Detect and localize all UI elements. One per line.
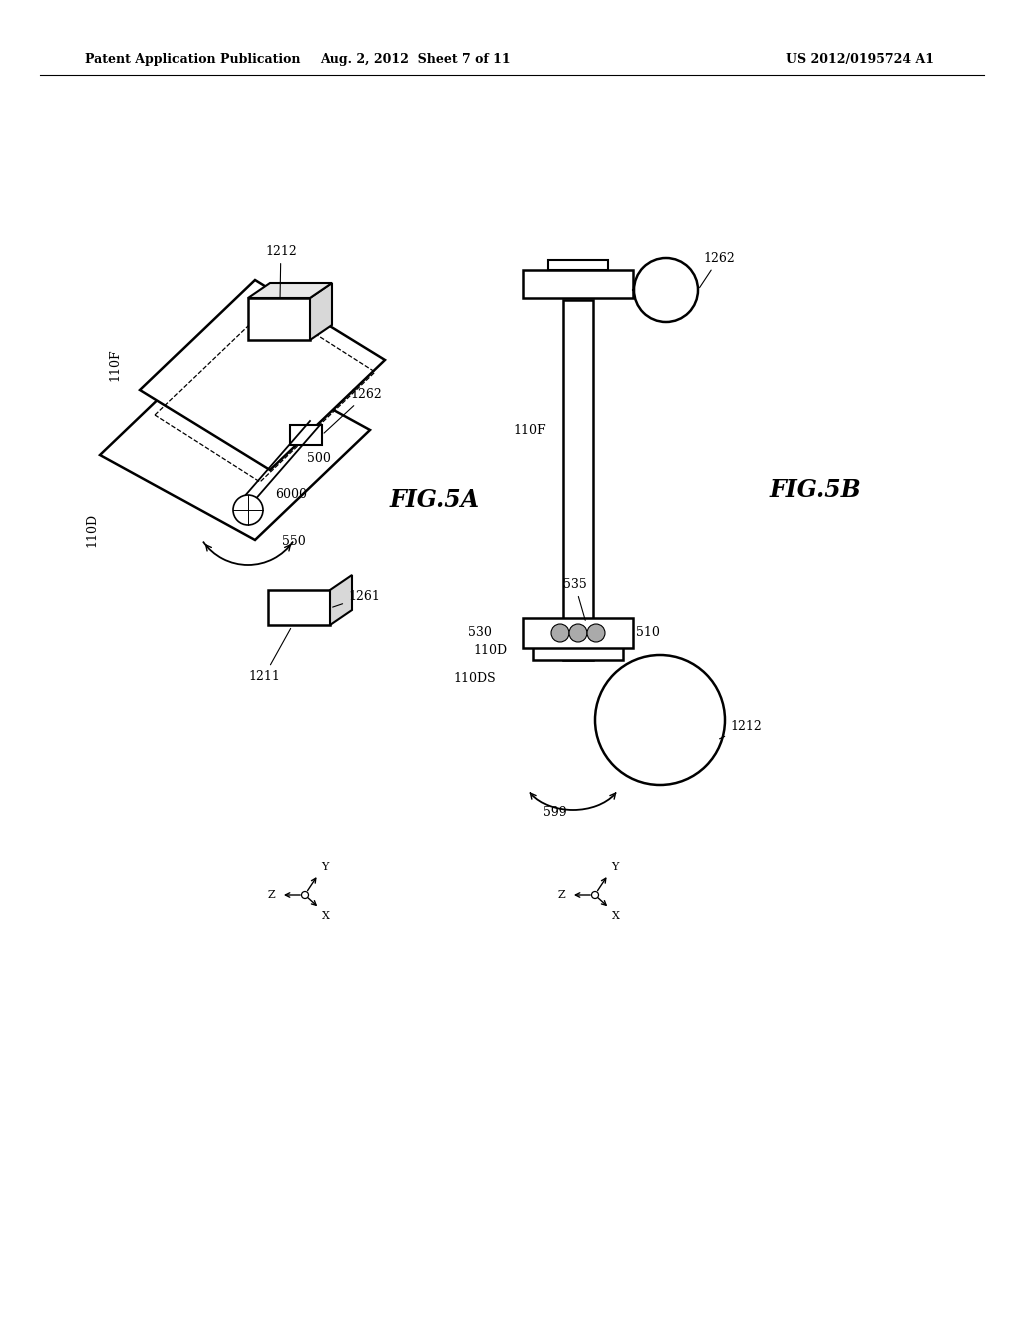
Text: Z: Z <box>267 890 275 900</box>
Text: 6000: 6000 <box>275 488 307 502</box>
Polygon shape <box>310 282 332 341</box>
Text: X: X <box>612 911 621 921</box>
Circle shape <box>233 495 263 525</box>
Text: 110D: 110D <box>473 644 507 656</box>
Bar <box>534 640 623 660</box>
Text: 500: 500 <box>307 451 331 465</box>
Circle shape <box>595 655 725 785</box>
Polygon shape <box>268 590 330 624</box>
Text: FIG.5A: FIG.5A <box>390 488 480 512</box>
Text: 1262: 1262 <box>324 388 382 433</box>
Text: FIG.5B: FIG.5B <box>770 478 862 502</box>
Text: Y: Y <box>322 862 329 871</box>
Text: US 2012/0195724 A1: US 2012/0195724 A1 <box>786 54 934 66</box>
Bar <box>523 271 633 298</box>
Circle shape <box>634 257 698 322</box>
Text: Aug. 2, 2012  Sheet 7 of 11: Aug. 2, 2012 Sheet 7 of 11 <box>319 54 510 66</box>
Text: 510: 510 <box>636 627 659 639</box>
Circle shape <box>301 891 308 899</box>
Polygon shape <box>290 425 322 445</box>
Text: Z: Z <box>557 890 565 900</box>
Text: X: X <box>323 911 331 921</box>
Text: Patent Application Publication: Patent Application Publication <box>85 54 300 66</box>
Text: Y: Y <box>611 862 618 871</box>
Text: 599: 599 <box>543 805 567 818</box>
Text: 1212: 1212 <box>720 719 762 739</box>
Bar <box>523 618 633 648</box>
Polygon shape <box>100 345 370 540</box>
Text: 110F: 110F <box>108 348 121 381</box>
Circle shape <box>587 624 605 642</box>
Text: 110D: 110D <box>85 513 98 546</box>
Text: 1261: 1261 <box>333 590 380 607</box>
Polygon shape <box>140 280 385 470</box>
Circle shape <box>551 624 569 642</box>
Polygon shape <box>330 576 352 624</box>
Circle shape <box>592 891 598 899</box>
Text: 1262: 1262 <box>699 252 735 288</box>
Circle shape <box>569 624 587 642</box>
Text: 530: 530 <box>468 627 492 639</box>
Text: 1212: 1212 <box>265 246 297 297</box>
Bar <box>548 260 608 271</box>
Polygon shape <box>248 298 310 341</box>
Bar <box>563 300 593 660</box>
Polygon shape <box>248 282 332 298</box>
Text: 535: 535 <box>563 578 587 620</box>
Text: 110DS: 110DS <box>453 672 496 685</box>
Text: 550: 550 <box>282 535 306 548</box>
Text: 110F: 110F <box>513 424 546 437</box>
Text: 1211: 1211 <box>248 628 291 682</box>
